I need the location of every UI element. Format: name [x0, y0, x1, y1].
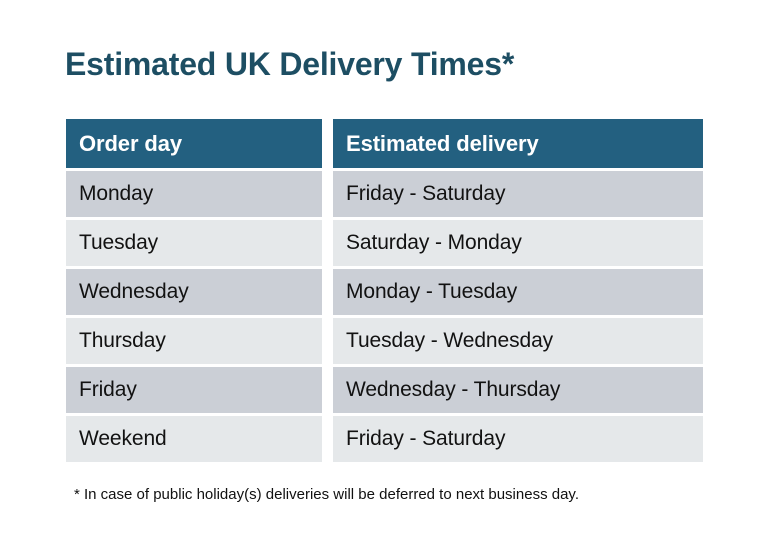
delivery-times-table: Order day Estimated delivery Monday Frid… — [66, 119, 703, 462]
footnote-text: * In case of public holiday(s) deliverie… — [74, 486, 579, 503]
table-row: Monday Friday - Saturday — [66, 171, 703, 217]
table-cell-order-day: Monday — [66, 171, 322, 217]
table-cell-estimated-delivery: Friday - Saturday — [333, 416, 703, 462]
table-cell-estimated-delivery: Wednesday - Thursday — [333, 367, 703, 413]
table-header-cell-order-day: Order day — [66, 119, 322, 168]
table-cell-order-day: Thursday — [66, 318, 322, 364]
table-cell-value-estimated-delivery: Friday - Saturday — [346, 427, 506, 450]
table-header-cell-estimated-delivery: Estimated delivery — [333, 119, 703, 168]
table-cell-order-day: Friday — [66, 367, 322, 413]
table-row: Tuesday Saturday - Monday — [66, 220, 703, 266]
table-cell-value-order-day: Tuesday — [79, 231, 159, 254]
page-title: Estimated UK Delivery Times* — [65, 46, 515, 82]
table-header-label-estimated-delivery: Estimated delivery — [346, 130, 539, 156]
table-header-row: Order day Estimated delivery — [66, 119, 703, 168]
table-cell-value-estimated-delivery: Tuesday - Wednesday — [346, 329, 554, 352]
table-cell-estimated-delivery: Monday - Tuesday — [333, 269, 703, 315]
table-cell-value-order-day: Thursday — [79, 329, 166, 352]
table-cell-order-day: Tuesday — [66, 220, 322, 266]
table-cell-value-order-day: Weekend — [79, 427, 167, 450]
table-cell-estimated-delivery: Saturday - Monday — [333, 220, 703, 266]
table-cell-order-day: Wednesday — [66, 269, 322, 315]
table-cell-value-order-day: Wednesday — [79, 280, 189, 303]
table-cell-value-estimated-delivery: Saturday - Monday — [346, 231, 522, 254]
table-cell-value-estimated-delivery: Friday - Saturday — [346, 182, 506, 205]
table-cell-value-estimated-delivery: Wednesday - Thursday — [346, 378, 561, 401]
table-cell-value-order-day: Friday — [79, 378, 137, 401]
table-cell-order-day: Weekend — [66, 416, 322, 462]
table-header-label-order-day: Order day — [79, 130, 183, 156]
table-cell-value-order-day: Monday — [79, 182, 154, 205]
table-row: Weekend Friday - Saturday — [66, 416, 703, 462]
table-row: Wednesday Monday - Tuesday — [66, 269, 703, 315]
table-cell-estimated-delivery: Tuesday - Wednesday — [333, 318, 703, 364]
table-cell-estimated-delivery: Friday - Saturday — [333, 171, 703, 217]
table-row: Friday Wednesday - Thursday — [66, 367, 703, 413]
table-cell-value-estimated-delivery: Monday - Tuesday — [346, 280, 518, 303]
table-row: Thursday Tuesday - Wednesday — [66, 318, 703, 364]
